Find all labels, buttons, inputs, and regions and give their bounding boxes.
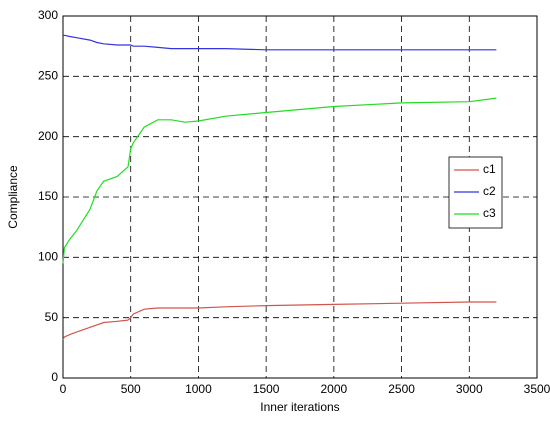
y-axis-label: Compliance (6, 165, 20, 229)
y-tick-label: 100 (38, 250, 58, 264)
x-tick-label: 3000 (456, 382, 483, 396)
x-tick-label: 0 (60, 382, 67, 396)
legend-label: c2 (483, 184, 496, 198)
y-tick-label: 300 (38, 8, 58, 22)
x-tick-label: 2500 (388, 382, 415, 396)
data-line (62, 97, 497, 264)
plot-frame (62, 15, 538, 379)
legend-label: c1 (483, 162, 496, 176)
legend-label: c3 (483, 206, 496, 220)
data-line (62, 301, 497, 340)
y-tick-label: 250 (38, 69, 58, 83)
data-line (63, 34, 497, 51)
x-axis-label: Inner iterations (260, 400, 339, 414)
y-tick-label: 0 (51, 370, 58, 384)
x-tick-label: 2000 (321, 382, 348, 396)
y-tick-label: 50 (45, 310, 59, 324)
y-tick-label: 200 (38, 129, 58, 143)
x-tick-label: 1000 (185, 382, 212, 396)
x-tick-label: 3500 (524, 382, 550, 396)
x-tick-label: 500 (121, 382, 141, 396)
y-tick-label: 150 (38, 189, 58, 203)
x-tick-label: 1500 (253, 382, 280, 396)
